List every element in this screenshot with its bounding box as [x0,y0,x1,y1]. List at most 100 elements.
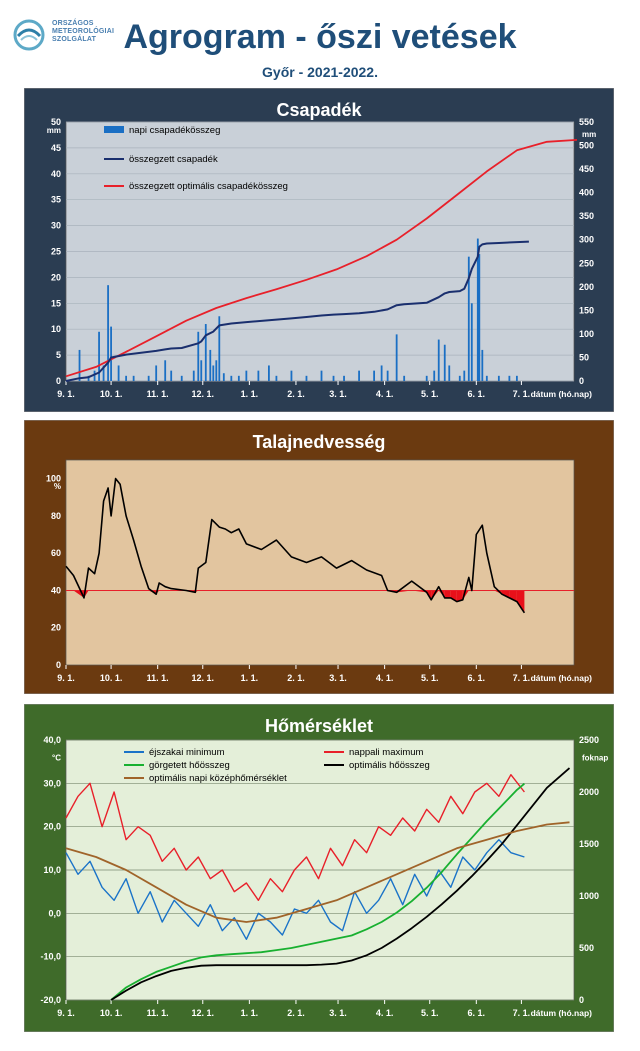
y-tick-label-right: 250 [579,258,594,268]
rain-bar [102,365,105,381]
x-tick-label: 1. 1. [241,1008,259,1018]
y-tick-label-right: 0 [579,995,584,1005]
y-tick-label-left: 10,0 [43,865,61,875]
rain-bar [78,349,81,381]
soil-moisture-line [65,477,526,614]
y-tick-label-left: 20 [51,272,61,282]
y-tick-label-right: 50 [579,352,589,362]
deficit-area [501,590,510,598]
rain-bar [463,370,466,381]
rain-bar [425,375,428,381]
y-tick-label-left: 50 [51,117,61,127]
rain-bar [305,375,308,381]
legend-daily-rain-label: napi csapadékösszeg [129,125,220,136]
x-tick-label: 10. 1. [100,673,123,683]
y-tick-label-left: 40,0 [43,735,61,745]
legend-night-min-label: éjszakai minimum [149,747,225,758]
x-tick-label: 3. 1. [329,673,347,683]
logo-text: ORSZÁGOS METEOROLÓGIAI SZOLGÁLAT [52,20,115,43]
x-tick-label: 10. 1. [100,1008,123,1018]
x-tick-label: 1. 1. [241,389,259,399]
x-axis-label: dátum (hó.nap) [531,1008,593,1018]
rain-bar [164,360,167,381]
x-tick-label: 3. 1. [329,1008,347,1018]
rain-bar [155,365,158,381]
x-tick-label: 6. 1. [468,673,486,683]
rain-bar [443,344,446,381]
y-tick-label-right: 1000 [579,891,599,901]
x-tick-label: 5. 1. [421,673,439,683]
x-tick-label: 5. 1. [421,1008,439,1018]
x-tick-label: 2. 1. [287,1008,305,1018]
y-tick-label-left: 15 [51,298,61,308]
soil-moisture-chart: Talajnedvesség 9. 1. 10. 1. 11. 1. 12. 1. 1. … [24,420,614,694]
y-tick-label-left: 30,0 [43,778,61,788]
legend-daily-rain-swatch [104,126,124,133]
x-axis-label: dátum (hó.nap) [531,673,593,683]
y-tick-label-left: 40 [51,169,61,179]
rain-bar [403,375,406,381]
optimal-heat-sum-line [110,767,571,1001]
x-tick-label: 3. 1. [329,389,347,399]
rain-bar [117,365,120,381]
rain-bar [373,370,376,381]
x-tick-label: 4. 1. [376,673,394,683]
x-tick-label: 6. 1. [468,389,486,399]
x-tick-label: 4. 1. [376,389,394,399]
rain-bar [230,375,233,381]
plot-area [65,459,575,666]
page-title: Agrogram - őszi vetések [123,18,517,56]
y-tick-label-left: 25 [51,247,61,257]
y-tick-label-left: 0 [56,376,61,386]
legend-optimal-daily-mean-label: optimális napi középhőmérséklet [149,773,287,784]
y-tick-label-left: 0 [56,660,61,670]
y-tick-label-left: 20,0 [43,822,61,832]
x-tick-label: 11. 1. [147,673,169,683]
rain-bar [147,375,150,381]
x-tick-label: 7. 1. [513,389,531,399]
y-tick-label-left: 30 [51,221,61,231]
deficit-area [456,590,463,602]
rain-bar [497,375,500,381]
y-axis-label-right: mm [582,130,596,139]
rain-bar [343,375,345,381]
y-tick-label-left: 10 [51,324,61,334]
rain-bar [515,375,518,381]
rain-bar [267,365,270,381]
rain-bar [257,370,260,381]
x-tick-label: 11. 1. [147,389,169,399]
rain-bar [386,370,389,381]
rain-bar [87,375,90,381]
rain-bar [200,360,203,381]
rain-bar [481,349,484,381]
x-tick-label: 12. 1. [192,673,215,683]
y-tick-label-right: 200 [579,282,594,292]
y-tick-label-right: 400 [579,188,594,198]
chart-title: Csapadék [276,100,362,120]
rain-bar [237,375,240,381]
header: ORSZÁGOS METEOROLÓGIAI SZOLGÁLAT Agrogra… [0,0,640,88]
x-tick-label: 10. 1. [100,389,123,399]
night-minimum-line [65,838,525,941]
y-tick-label-right: 350 [579,211,594,221]
omsz-logo-icon [13,19,45,51]
deficit-area [516,590,525,613]
y-tick-label-left: 20 [51,623,61,633]
rain-bar [110,326,112,381]
y-tick-label-left: 45 [51,143,61,153]
y-tick-label-left: -10,0 [40,952,61,962]
legend-optimal-rain-label: összegzett optimális csapadékösszeg [129,181,288,192]
y-tick-label-left: 80 [51,511,61,521]
rain-bar [395,334,398,381]
y-tick-label-right: 150 [579,305,594,315]
y-axis-label-left: °C [52,753,61,762]
rain-bar [380,365,383,381]
rain-bar [180,375,183,381]
rain-bar [437,339,440,381]
rain-bar [125,375,128,381]
precipitation-chart: Csapadék 9. 1. 10. 1. 11. 1. 12. 1. 1. 1. 2. 1… [24,88,614,412]
rain-bar [245,370,248,381]
rain-bar [212,365,215,381]
y-tick-label-right: 300 [579,235,594,245]
page-subtitle: Győr - 2021-2022. [262,64,378,80]
